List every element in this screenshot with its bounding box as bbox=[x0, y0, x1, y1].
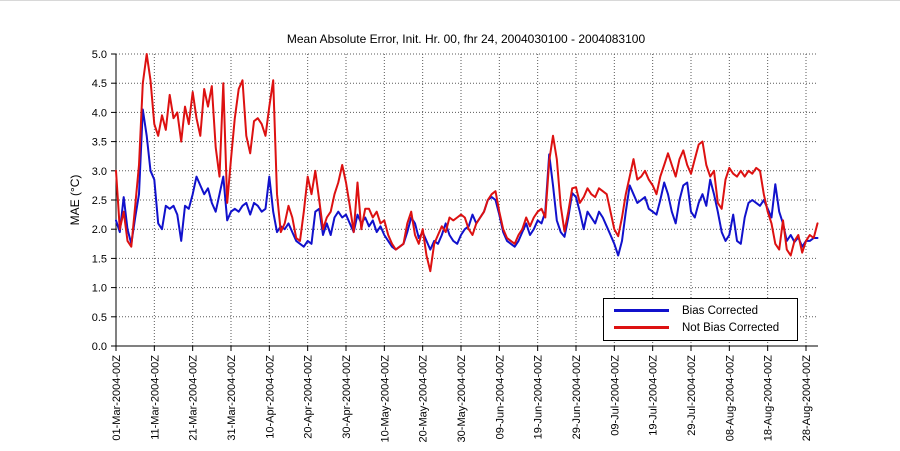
x-tick-label: 01-Mar-2004-00Z bbox=[111, 355, 123, 441]
x-tick-label: 19-Jul-2004-00Z bbox=[648, 355, 660, 436]
legend-line-bias-corrected bbox=[614, 309, 669, 312]
x-tick-label: 30-May-2004-00Z bbox=[456, 355, 468, 443]
x-tick-label: 18-Aug-2004-00Z bbox=[763, 355, 775, 442]
y-tick-label: 2.5 bbox=[92, 195, 107, 207]
x-tick-label: 19-Jun-2004-00Z bbox=[533, 355, 545, 440]
y-tick-label: 1.5 bbox=[92, 253, 107, 265]
x-tick-label: 20-Apr-2004-00Z bbox=[303, 355, 315, 439]
series-line-not-bias-corrected bbox=[115, 53, 819, 273]
legend-line-not-bias-corrected bbox=[614, 326, 669, 329]
x-tick-label: 29-Jul-2004-00Z bbox=[686, 355, 698, 436]
x-tick-label: 09-Jul-2004-00Z bbox=[609, 355, 621, 436]
legend-row-not-bias-corrected: Not Bias Corrected bbox=[604, 319, 797, 336]
chart-title: Mean Absolute Error, Init. Hr. 00, fhr 2… bbox=[286, 32, 646, 46]
x-tick-label: 11-Mar-2004-00Z bbox=[149, 355, 161, 440]
legend-row-bias-corrected: Bias Corrected bbox=[604, 302, 797, 319]
x-tick-label: 21-Mar-2004-00Z bbox=[188, 355, 200, 441]
legend-label-bias-corrected: Bias Corrected bbox=[682, 304, 759, 317]
y-tick-label: 0.0 bbox=[92, 341, 107, 353]
series-line-bias-corrected bbox=[115, 108, 819, 257]
x-tick-label: 09-Jun-2004-00Z bbox=[494, 355, 506, 440]
x-tick-label: 08-Aug-2004-00Z bbox=[724, 355, 736, 442]
y-tick-label: 3.0 bbox=[92, 166, 107, 178]
x-tick-label: 29-Jun-2004-00Z bbox=[571, 355, 583, 440]
x-tick-label: 20-May-2004-00Z bbox=[418, 355, 430, 443]
x-tick-label: 10-May-2004-00Z bbox=[379, 355, 391, 443]
x-tick-label: 31-Mar-2004-00Z bbox=[226, 355, 238, 441]
y-tick-label: 2.0 bbox=[92, 224, 107, 236]
legend: Bias Corrected Not Bias Corrected bbox=[603, 298, 798, 341]
y-tick-label: 3.5 bbox=[92, 137, 107, 149]
y-tick-label: 1.0 bbox=[92, 283, 107, 295]
y-tick-label: 5.0 bbox=[92, 49, 107, 61]
y-tick-label: 4.5 bbox=[92, 78, 107, 90]
legend-label-not-bias-corrected: Not Bias Corrected bbox=[682, 321, 780, 334]
x-tick-label: 28-Aug-2004-00Z bbox=[801, 355, 813, 442]
x-tick-label: 30-Apr-2004-00Z bbox=[341, 355, 353, 439]
y-tick-label: 4.0 bbox=[92, 107, 107, 119]
y-tick-label: 0.5 bbox=[92, 312, 107, 324]
x-tick-label: 10-Apr-2004-00Z bbox=[264, 355, 276, 439]
